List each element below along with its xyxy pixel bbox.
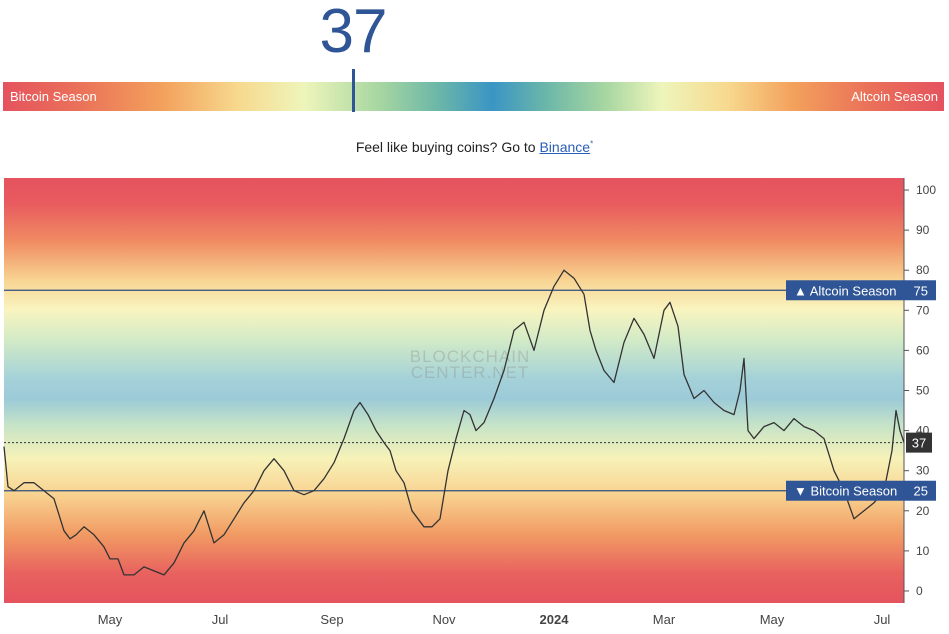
x-tick-label: 2024 [540, 612, 570, 627]
x-tick-label: Mar [653, 612, 676, 627]
y-tick-label: 90 [916, 223, 930, 237]
y-tick-label: 10 [916, 544, 930, 558]
binance-link[interactable]: Binance [539, 139, 591, 155]
watermark-text: CENTER.NET [411, 363, 530, 382]
series-line-altcoin-index [3, 269, 905, 576]
chart-background [4, 178, 904, 603]
promo-asterisk: * [590, 139, 594, 149]
y-tick-label: 20 [916, 504, 930, 518]
y-tick-label: 80 [916, 263, 930, 277]
y-tick-label: 60 [916, 343, 930, 357]
threshold-marker-bg [786, 280, 936, 301]
threshold-marker-bg [786, 480, 936, 501]
promo-line: Feel like buying coins? Go to Binance* [0, 139, 949, 155]
x-tick-label: Jul [874, 612, 891, 627]
x-tick-label: May [760, 612, 785, 627]
gauge-pointer [352, 69, 355, 112]
threshold-marker: ▲ Altcoin Season 75 [786, 280, 936, 301]
threshold-marker-label: ▲ Altcoin Season [794, 283, 896, 298]
x-tick-label: Jul [212, 612, 229, 627]
gauge-label-bitcoin-season: Bitcoin Season [10, 89, 97, 104]
y-tick-label: 0 [916, 584, 923, 598]
current-value-marker: 37 [906, 432, 932, 453]
y-tick-label: 50 [916, 384, 930, 398]
threshold-marker-label: ▼ Bitcoin Season [794, 484, 897, 499]
y-tick-label: 70 [916, 303, 930, 317]
y-tick-label: 30 [916, 464, 930, 478]
current-value-bg [906, 432, 932, 453]
altcoin-season-index-value: 37 [319, 0, 388, 66]
current-value-label: 37 [912, 436, 926, 451]
threshold-marker: ▼ Bitcoin Season 25 [786, 480, 936, 501]
x-tick-label: May [98, 612, 123, 627]
threshold-marker-value: 75 [914, 283, 928, 298]
promo-text: Feel like buying coins? Go to [355, 139, 540, 155]
season-gauge-bar [3, 82, 944, 111]
x-tick-label: Nov [432, 612, 456, 627]
x-tick-label: Sep [320, 612, 343, 627]
gauge-label-altcoin-season: Altcoin Season [851, 89, 938, 104]
threshold-marker-value: 25 [914, 484, 928, 499]
y-tick-label: 100 [916, 183, 936, 197]
watermark-text: BLOCKCHAIN [410, 347, 531, 366]
